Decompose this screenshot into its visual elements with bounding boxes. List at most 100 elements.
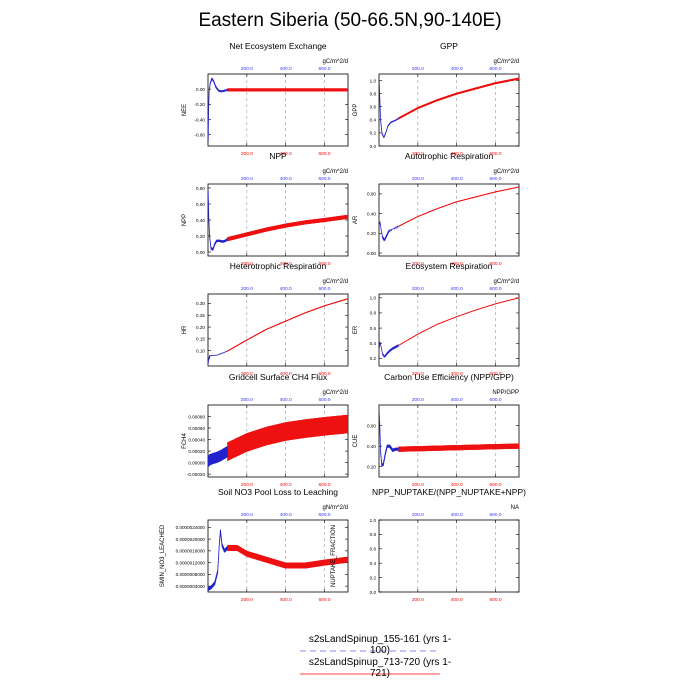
panel-2: GPP gC/m^2/d 0.0 0.2 0.4 0.6 0.8 1.0 GPP 200.0 200… xyxy=(353,41,520,157)
y-tick-label: 0.2 xyxy=(370,356,377,361)
x-tick-label-top: 600.0 xyxy=(318,286,330,292)
series-run-b-mean xyxy=(398,297,519,346)
x-tick-label-top: 400.0 xyxy=(280,176,292,182)
y-tick-label: 0.4 xyxy=(370,118,377,123)
x-tick-label-bottom: 600.0 xyxy=(489,151,501,157)
x-tick-label-bottom: 200.0 xyxy=(412,261,424,267)
series-run-b xyxy=(227,544,348,569)
x-tick-label-bottom: 400.0 xyxy=(280,597,292,603)
panel-title: GPP xyxy=(440,41,458,51)
series-run-b-mean xyxy=(227,216,348,240)
panel-1: Net Ecosystem Exchange gC/m^2/d -0.60 -0.40… xyxy=(182,41,349,157)
x-tick-label-bottom: 400.0 xyxy=(451,151,463,157)
plot-area xyxy=(208,190,348,251)
y-tick-label: 0.20 xyxy=(367,231,376,236)
x-tick-label-bottom: 600.0 xyxy=(489,371,501,377)
series-run-b xyxy=(398,186,519,227)
x-tick-label-bottom: 400.0 xyxy=(451,482,463,488)
plot-area xyxy=(379,297,519,358)
series-run-a xyxy=(379,341,399,358)
legend-entry-run-b: s2sLandSpinup_713-720 (yrs 1-721) xyxy=(308,657,452,679)
y-tick-label: -0.20 xyxy=(195,102,206,107)
series-run-b xyxy=(227,298,348,352)
x-tick-label-top: 200.0 xyxy=(241,66,253,72)
x-tick-label-top: 600.0 xyxy=(489,176,501,182)
plot-frame xyxy=(378,519,520,593)
x-tick-label-top: 600.0 xyxy=(318,176,330,182)
x-tick-label-bottom: 200.0 xyxy=(412,482,424,488)
y-tick-label: 0.30 xyxy=(196,301,205,306)
x-tick-label-top: 200.0 xyxy=(412,512,424,518)
plot-area xyxy=(379,186,519,242)
panel-units: gC/m^2/d xyxy=(494,169,520,175)
panel-title: Net Ecosystem Exchange xyxy=(229,41,327,51)
panel-title: NPP_NUPTAKE/(NPP_NUPTAKE+NPP) xyxy=(372,487,526,497)
x-tick-label-top: 600.0 xyxy=(489,286,501,292)
panel-10: NPP_NUPTAKE/(NPP_NUPTAKE+NPP) NA 0.0 0.2 0.4… xyxy=(331,487,526,603)
panel-8: Carbon Use Efficiency (NPP/GPP) NPP/GPP 0.… xyxy=(353,372,520,488)
panel-7: Gridcell Surface CH4 Flux gC/m^2/d -0.0002… xyxy=(182,372,349,488)
plot-frame xyxy=(378,73,520,147)
y-tick-label: 0.2 xyxy=(370,575,377,580)
x-tick-label-top: 400.0 xyxy=(280,286,292,292)
y-tick-label: 0.6 xyxy=(370,105,377,110)
x-tick-label-top: 200.0 xyxy=(241,176,253,182)
x-tick-label-bottom: 200.0 xyxy=(241,261,253,267)
series-run-a xyxy=(379,79,399,138)
series-run-a xyxy=(379,411,399,467)
panel-title: Autotrophic Respiration xyxy=(405,151,494,161)
plot-area xyxy=(208,414,348,467)
x-tick-label-bottom: 200.0 xyxy=(412,151,424,157)
x-tick-label-bottom: 600.0 xyxy=(318,371,330,377)
x-tick-label-top: 400.0 xyxy=(280,512,292,518)
panel-title: Ecosystem Respiration xyxy=(406,261,493,271)
x-tick-label-bottom: 200.0 xyxy=(241,482,253,488)
panel-units: gC/m^2/d xyxy=(323,390,349,396)
y-axis-label: NEE xyxy=(182,104,188,116)
plot-area xyxy=(208,529,348,591)
y-tick-label: 0.4 xyxy=(370,341,377,346)
x-tick-label-bottom: 400.0 xyxy=(280,371,292,377)
y-tick-label: -0.60 xyxy=(195,132,206,137)
y-axis-label: SMIN_NO3_LEACHED xyxy=(160,524,166,587)
x-tick-label-bottom: 600.0 xyxy=(318,151,330,157)
panel-4: Autotrophic Respiration gC/m^2/d 0.00 0.20 0… xyxy=(353,151,520,267)
panel-title: Soil NO3 Pool Loss to Leaching xyxy=(218,487,338,497)
series-run-a xyxy=(208,446,228,467)
figure-title: Eastern Siberia (50-66.5N,90-140E) xyxy=(198,10,502,31)
y-tick-label: 0.8 xyxy=(370,311,377,316)
x-tick-label-top: 200.0 xyxy=(241,512,253,518)
x-tick-label-bottom: 400.0 xyxy=(280,151,292,157)
x-tick-label-bottom: 600.0 xyxy=(318,482,330,488)
panel-units: gC/m^2/d xyxy=(323,279,349,285)
y-tick-label: 0.20 xyxy=(196,325,205,330)
x-tick-label-top: 200.0 xyxy=(241,397,253,403)
panel-title: Gridcell Surface CH4 Flux xyxy=(229,372,328,382)
y-tick-label: 0.0000004000 xyxy=(176,584,206,589)
x-tick-label-bottom: 600.0 xyxy=(318,261,330,267)
y-tick-label: 0.80 xyxy=(196,186,205,191)
plot-frame xyxy=(207,404,349,478)
x-tick-label-bottom: 600.0 xyxy=(489,261,501,267)
y-tick-label: 0.60 xyxy=(367,192,376,197)
series-run-a xyxy=(379,221,399,242)
x-tick-label-top: 400.0 xyxy=(451,397,463,403)
y-tick-label: 0.40 xyxy=(367,211,376,216)
y-tick-label: 0.0 xyxy=(370,590,377,595)
y-tick-label: 1.0 xyxy=(370,78,377,83)
y-axis-label: CUE xyxy=(353,435,359,448)
x-tick-label-top: 200.0 xyxy=(241,286,253,292)
y-tick-label: 0.6 xyxy=(370,547,377,552)
x-tick-label-top: 200.0 xyxy=(412,397,424,403)
panel-5: Heterotrophic Respiration gC/m^2/d 0.10 0.1… xyxy=(182,261,349,377)
x-tick-label-top: 400.0 xyxy=(280,66,292,72)
x-tick-label-top: 600.0 xyxy=(489,512,501,518)
y-tick-label: 0.8 xyxy=(370,91,377,96)
y-tick-label: 0.10 xyxy=(196,348,205,353)
panel-units: gC/m^2/d xyxy=(323,59,349,65)
x-tick-label-bottom: 400.0 xyxy=(451,371,463,377)
y-tick-label: 0.8 xyxy=(370,532,377,537)
plot-frame xyxy=(207,73,349,147)
